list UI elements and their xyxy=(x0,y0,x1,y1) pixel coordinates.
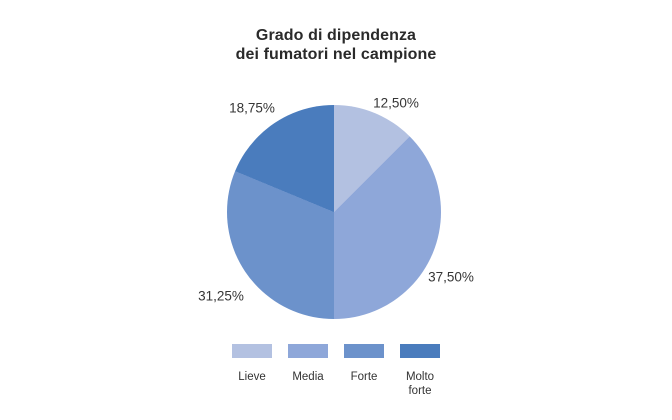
legend: Lieve Media Forte Molto forte xyxy=(0,344,672,398)
slice-value-label-molto-forte: 18,75% xyxy=(229,100,275,116)
slice-value-label-lieve: 12,50% xyxy=(373,95,419,111)
legend-item-molto-forte: Molto forte xyxy=(400,344,440,398)
legend-label-lieve: Lieve xyxy=(238,371,266,383)
legend-swatch-forte xyxy=(344,344,384,358)
legend-item-forte: Forte xyxy=(344,344,384,398)
chart-title: Grado di dipendenza dei fumatori nel cam… xyxy=(0,26,672,64)
pie-chart xyxy=(227,105,441,319)
slice-value-label-forte: 31,25% xyxy=(198,288,244,304)
legend-swatch-lieve xyxy=(232,344,272,358)
slice-value-label-media: 37,50% xyxy=(428,269,474,285)
legend-label-forte: Forte xyxy=(350,371,378,383)
legend-item-media: Media xyxy=(288,344,328,398)
legend-item-lieve: Lieve xyxy=(232,344,272,398)
legend-swatch-molto-forte xyxy=(400,344,440,358)
chart-title-line-1: Grado di dipendenza xyxy=(255,27,417,44)
legend-swatch-media xyxy=(288,344,328,358)
legend-label-media: Media xyxy=(292,371,324,383)
chart-title-line-2: dei fumatori nel campione xyxy=(235,46,437,63)
legend-label-molto-forte: Molto forte xyxy=(405,371,435,397)
